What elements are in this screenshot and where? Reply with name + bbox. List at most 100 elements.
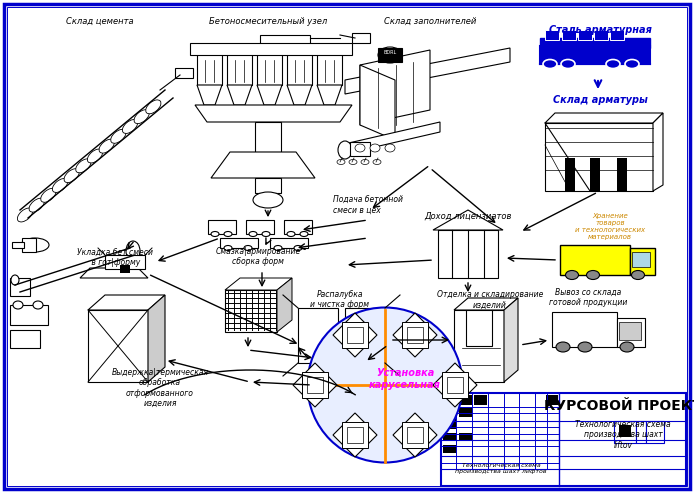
Text: Технологическая схема
производства шахт лифтов: Технологическая схема производства шахт … xyxy=(455,463,547,474)
Bar xyxy=(560,245,630,275)
Ellipse shape xyxy=(338,141,352,159)
Text: Вывоз со склада
готовой продукции: Вывоз со склада готовой продукции xyxy=(549,288,627,308)
Bar xyxy=(590,158,600,191)
Polygon shape xyxy=(438,230,498,278)
Bar xyxy=(474,395,487,405)
Bar xyxy=(317,50,342,85)
Polygon shape xyxy=(393,313,437,357)
Ellipse shape xyxy=(361,160,369,165)
Bar xyxy=(540,38,650,48)
Ellipse shape xyxy=(64,169,79,182)
Bar xyxy=(378,48,402,62)
Bar xyxy=(459,407,472,417)
Ellipse shape xyxy=(337,160,345,165)
Text: Бетоносмесительный узел: Бетоносмесительный узел xyxy=(209,17,327,26)
Bar xyxy=(617,318,645,347)
Ellipse shape xyxy=(287,232,295,237)
Bar xyxy=(255,178,281,193)
Ellipse shape xyxy=(586,271,600,280)
Bar xyxy=(610,30,624,40)
Bar xyxy=(298,308,338,363)
Polygon shape xyxy=(360,65,395,140)
Bar xyxy=(619,425,631,437)
Bar xyxy=(175,68,193,78)
Bar xyxy=(225,290,277,332)
Text: Подача бетонной
смеси в цех: Подача бетонной смеси в цех xyxy=(333,195,403,214)
Ellipse shape xyxy=(53,178,67,192)
Bar xyxy=(342,422,368,448)
Bar xyxy=(454,310,504,382)
Bar xyxy=(12,242,24,248)
Ellipse shape xyxy=(13,301,23,309)
Polygon shape xyxy=(433,363,477,407)
Ellipse shape xyxy=(355,144,365,152)
Bar xyxy=(308,383,318,387)
Bar xyxy=(255,122,281,152)
Ellipse shape xyxy=(76,159,91,173)
Ellipse shape xyxy=(578,342,592,352)
Ellipse shape xyxy=(99,139,115,153)
Bar xyxy=(646,421,664,443)
Bar xyxy=(10,305,48,325)
Bar xyxy=(552,312,617,347)
Polygon shape xyxy=(340,122,440,155)
Text: BDRL: BDRL xyxy=(383,49,397,55)
Polygon shape xyxy=(80,268,148,278)
Ellipse shape xyxy=(543,60,557,69)
Ellipse shape xyxy=(373,160,381,165)
Bar xyxy=(10,330,40,348)
Polygon shape xyxy=(287,85,312,105)
Bar xyxy=(632,252,650,267)
Ellipse shape xyxy=(370,144,380,152)
Ellipse shape xyxy=(606,60,620,69)
Polygon shape xyxy=(293,363,337,407)
Bar xyxy=(88,310,148,382)
Ellipse shape xyxy=(146,100,161,114)
Ellipse shape xyxy=(224,232,232,237)
Polygon shape xyxy=(227,85,252,105)
Ellipse shape xyxy=(625,60,639,69)
Text: Доход лицензиатов: Доход лицензиатов xyxy=(424,212,511,221)
Ellipse shape xyxy=(566,271,579,280)
Bar xyxy=(308,378,318,382)
Polygon shape xyxy=(393,413,437,457)
Bar xyxy=(257,50,282,85)
Polygon shape xyxy=(197,85,222,105)
Ellipse shape xyxy=(385,144,395,152)
Bar xyxy=(614,421,636,443)
Polygon shape xyxy=(220,238,258,248)
Ellipse shape xyxy=(620,342,634,352)
Bar xyxy=(540,46,650,64)
Ellipse shape xyxy=(33,301,43,309)
Polygon shape xyxy=(148,295,165,382)
Polygon shape xyxy=(360,50,430,125)
Ellipse shape xyxy=(87,149,103,163)
Ellipse shape xyxy=(122,120,137,134)
Polygon shape xyxy=(433,210,503,230)
Bar xyxy=(347,327,363,343)
Ellipse shape xyxy=(224,246,232,250)
Text: Склад заполнителей: Склад заполнителей xyxy=(384,17,476,26)
Polygon shape xyxy=(333,413,377,457)
Polygon shape xyxy=(211,152,315,178)
Polygon shape xyxy=(504,298,518,382)
Bar xyxy=(619,322,641,340)
Text: Установка: Установка xyxy=(376,368,434,378)
Bar xyxy=(594,30,608,40)
Bar xyxy=(578,30,592,40)
Bar xyxy=(402,422,428,448)
Bar xyxy=(197,50,222,85)
Polygon shape xyxy=(653,113,663,191)
Bar xyxy=(287,50,312,85)
Bar xyxy=(402,322,428,348)
Polygon shape xyxy=(545,113,663,123)
Bar xyxy=(318,374,333,396)
Bar xyxy=(443,395,456,405)
Bar xyxy=(565,158,575,191)
Ellipse shape xyxy=(134,110,149,124)
Text: Сталь арматурная: Сталь арматурная xyxy=(548,25,652,35)
Text: карусельная: карусельная xyxy=(369,380,441,390)
Polygon shape xyxy=(270,238,308,248)
Bar xyxy=(630,248,655,275)
Ellipse shape xyxy=(274,246,282,250)
